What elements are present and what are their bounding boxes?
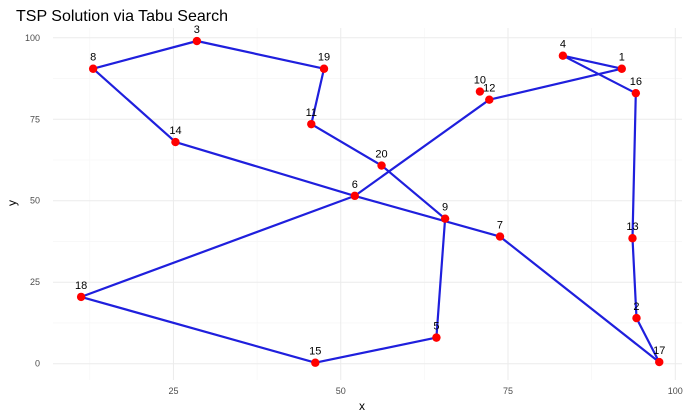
point-8 [88,64,98,73]
point-10 [475,87,485,96]
point-label-16: 16 [630,76,642,88]
x-axis-ticks: 25 50 75 100 [168,386,682,396]
point-5 [432,333,441,342]
point-3 [192,36,202,46]
point-label-1: 1 [619,52,625,64]
point-label-12: 12 [483,83,495,95]
point-label-11: 11 [306,107,317,119]
x-tick-label: 50 [336,386,346,396]
point-17 [655,357,664,367]
route [79,39,661,364]
y-axis-ticks: 0 25 50 75 100 [25,33,40,369]
point-label-19: 19 [318,52,330,64]
point-label-15: 15 [309,346,321,358]
y-tick-label: 100 [25,33,40,43]
x-axis-title: x [359,399,365,413]
point-label-4: 4 [560,39,566,51]
point-13 [628,234,637,243]
x-tick-label: 75 [503,386,513,396]
y-tick-label: 0 [35,359,40,369]
chart-title: TSP Solution via Tabu Search [16,8,228,25]
point-label-5: 5 [433,321,439,333]
point-14 [171,137,180,147]
x-tick-label: 25 [168,386,178,396]
grid [53,28,682,380]
point-12 [485,95,494,104]
point-label-2: 2 [633,301,639,313]
y-tick-label: 50 [30,196,40,206]
point-label-18: 18 [75,280,87,292]
point-label-20: 20 [375,149,387,161]
point-label-10: 10 [474,75,486,87]
point-label-6: 6 [352,179,358,191]
point-11 [307,119,316,129]
y-axis-title: y [5,200,19,206]
point-label-7: 7 [497,220,503,232]
point-label-9: 9 [442,202,448,214]
point-label-8: 8 [90,52,96,64]
y-tick-label: 75 [30,114,40,124]
y-tick-label: 25 [30,277,40,287]
point-20 [377,161,386,170]
points [76,36,664,367]
point-19 [319,64,329,73]
point-label-13: 13 [626,221,638,233]
point-4 [558,51,568,60]
point-16 [631,88,641,98]
point-1 [617,64,626,73]
point-7 [495,232,505,241]
point-18 [76,292,86,302]
x-tick-label: 100 [668,386,683,396]
point-2 [632,313,641,323]
route-line [79,39,661,364]
point-label-14: 14 [169,125,181,137]
point-label-3: 3 [194,24,200,36]
point-9 [440,214,450,223]
point-6 [350,191,359,201]
point-15 [311,358,320,367]
point-label-17: 17 [653,345,665,357]
